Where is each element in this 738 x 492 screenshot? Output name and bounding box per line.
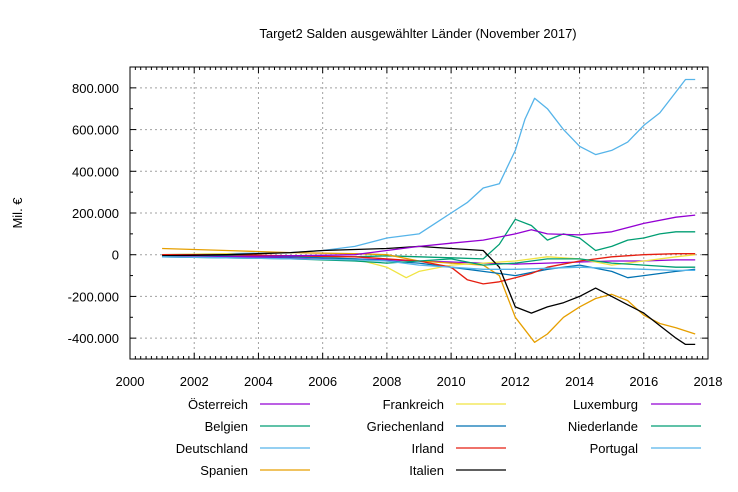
y-tick-label: 200.000 [72,206,119,221]
x-tick-label: 2014 [565,374,594,389]
y-tick-labels: -400.000 -200.000 0 200.000 400.000 600.000 80… [68,81,119,346]
x-tick-label: 2016 [629,374,658,389]
x-tick-label: 2004 [244,374,273,389]
x-tick-label: 2000 [116,374,145,389]
legend-label: Italien [409,463,444,478]
y-tick-label: 600.000 [72,123,119,138]
y-axis-label: Mil. € [10,197,25,229]
legend-label: Irland [411,441,444,456]
y-tick-label: 400.000 [72,164,119,179]
x-tick-label: 2008 [372,374,401,389]
legend-label: Portugal [590,441,639,456]
series-line [162,78,696,256]
y-tick-label: -200.000 [68,289,119,304]
y-tick-label: -400.000 [68,331,119,346]
axis-ticks [129,66,709,360]
x-tick-label: 2010 [437,374,466,389]
legend-label: Spanien [200,463,248,478]
legend-label: Griechenland [367,419,444,434]
legend: Österreich Belgien Deutschland Spanien Frank… [176,397,701,478]
gridlines [130,67,708,359]
chart-title: Target2 Salden ausgewählter Länder (Nove… [259,26,576,41]
legend-label: Österreich [188,397,248,412]
series-line [162,254,696,279]
series-line [162,256,696,272]
x-tick-labels: 2000 2002 2004 2006 2008 2010 2012 2014 2016 2018 [116,374,723,389]
series-line [162,214,696,258]
x-tick-label: 2012 [501,374,530,389]
y-tick-label: 800.000 [72,81,119,96]
legend-label: Deutschland [176,441,248,456]
x-tick-label: 2018 [694,374,723,389]
legend-label: Frankreich [383,397,444,412]
legend-label: Luxemburg [573,397,638,412]
series-line [162,218,696,260]
x-tick-label: 2006 [308,374,337,389]
series-line [162,245,696,346]
legend-label: Belgien [205,419,248,434]
series-line [162,253,696,285]
legend-label: Niederlande [568,419,638,434]
y-tick-label: 0 [112,248,119,263]
x-tick-label: 2002 [180,374,209,389]
series-lines [162,78,696,346]
